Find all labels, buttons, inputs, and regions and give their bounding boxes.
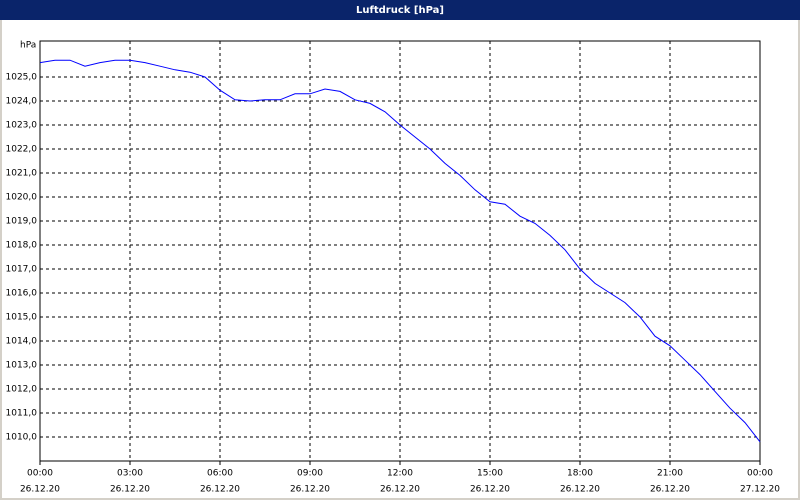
x-tick-label: 21:00	[657, 469, 683, 479]
y-tick-label: 1016,0	[6, 289, 38, 299]
y-tick-label: 1015,0	[6, 313, 38, 323]
y-tick-label: 1023,0	[6, 121, 38, 131]
x-tick-label: 09:00	[297, 469, 323, 479]
x-tick-date: 26.12.20	[200, 485, 240, 495]
x-tick-date: 26.12.20	[380, 485, 420, 495]
y-tick-label: 1022,0	[6, 145, 38, 155]
x-tick-date: 27.12.20	[740, 485, 780, 495]
y-tick-label: 1020,0	[6, 193, 38, 203]
x-tick-label: 03:00	[117, 469, 143, 479]
x-tick-date: 26.12.20	[20, 485, 60, 495]
title-bar	[0, 0, 800, 20]
y-tick-label: 1018,0	[6, 241, 38, 251]
x-tick-date: 26.12.20	[470, 485, 510, 495]
chart-title: Luftdruck [hPa]	[356, 5, 444, 16]
y-tick-label: 1013,0	[6, 361, 38, 371]
plot-border	[39, 40, 761, 462]
y-tick-label: 1025,0	[6, 73, 38, 83]
x-tick-date: 26.12.20	[650, 485, 690, 495]
x-tick-label: 00:00	[27, 469, 53, 479]
line-series	[39, 59, 761, 443]
x-tick-date: 26.12.20	[560, 485, 600, 495]
y-tick-label: 1021,0	[6, 169, 38, 179]
x-tick-label: 15:00	[477, 469, 503, 479]
y-tick-label: 1011,0	[6, 409, 38, 419]
x-tick-date: 26.12.20	[290, 485, 330, 495]
y-tick-label: 1024,0	[6, 97, 38, 107]
y-tick-label: 1019,0	[6, 217, 38, 227]
y-tick-label: 1010,0	[6, 433, 38, 443]
x-tick-label: 12:00	[387, 469, 413, 479]
x-tick-label: 18:00	[567, 469, 593, 479]
y-tick-label: 1014,0	[6, 337, 38, 347]
y-axis-label: hPa	[20, 41, 36, 51]
y-tick-label: 1012,0	[6, 385, 38, 395]
x-tick-date: 26.12.20	[110, 485, 150, 495]
x-tick-label: 06:00	[207, 469, 233, 479]
x-tick-label: 00:00	[747, 469, 773, 479]
y-tick-label: 1017,0	[6, 265, 38, 275]
